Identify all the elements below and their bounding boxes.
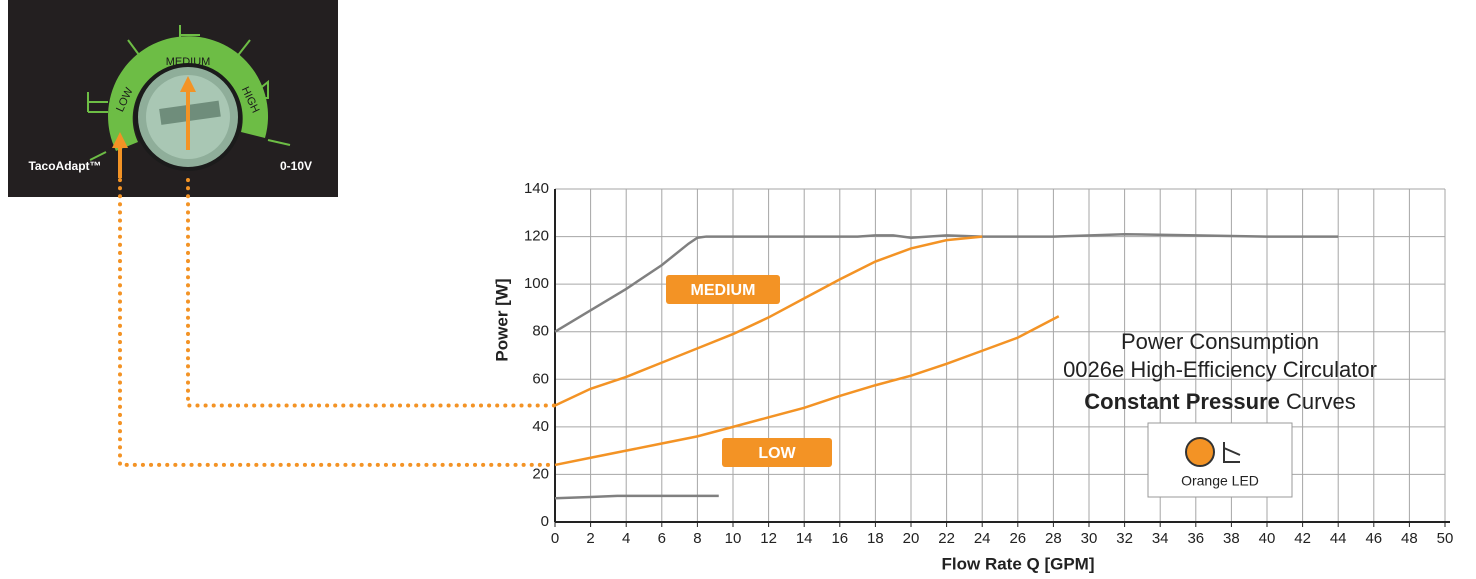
y-tick-label: 120 <box>524 228 549 245</box>
x-axis-label: Flow Rate Q [GPM] <box>942 554 1095 573</box>
x-tick-label: 30 <box>1081 530 1098 547</box>
x-tick-label: 34 <box>1152 530 1169 547</box>
chart-title: Power Consumption <box>1121 329 1319 354</box>
grid <box>554 188 1446 523</box>
dial-panel: LOW MEDIUM HIGH TacoAdapt™ 0-10V <box>8 0 338 197</box>
y-tick-label: 100 <box>524 275 549 292</box>
y-tick-label: 20 <box>532 465 549 482</box>
led-legend: Orange LED <box>1147 422 1293 498</box>
series-line <box>554 235 983 407</box>
led-dot <box>1185 437 1215 467</box>
x-tick-label: 46 <box>1365 530 1382 547</box>
x-tick-label: 26 <box>1009 530 1026 547</box>
x-tick-label: 0 <box>551 530 559 547</box>
x-tick-label: 20 <box>903 530 920 547</box>
series-badge-label: MEDIUM <box>691 282 756 299</box>
chart-subtitle: 0026e High-Efficiency Circulator <box>1063 357 1377 382</box>
x-tick-label: 22 <box>938 530 955 547</box>
dial-analog: 0-10V <box>280 159 312 173</box>
dial-arrows <box>112 76 196 178</box>
x-tick-label: 12 <box>760 530 777 547</box>
dial-connector <box>186 178 557 408</box>
dial-connector <box>118 178 557 467</box>
y-tick-label: 0 <box>541 513 549 530</box>
series-badge <box>666 275 780 304</box>
y-tick-label: 40 <box>532 418 549 435</box>
y-axis-label: Power [W] <box>492 278 511 361</box>
y-tick-label: 140 <box>524 180 549 197</box>
x-tick-label: 50 <box>1437 530 1454 547</box>
x-tick-label: 28 <box>1045 530 1062 547</box>
x-tick-label: 6 <box>658 530 666 547</box>
x-tick-label: 18 <box>867 530 884 547</box>
led-box <box>1147 422 1293 498</box>
curve-type: Constant Pressure <box>1084 389 1280 414</box>
dial-brand: TacoAdapt™ <box>28 159 101 173</box>
dial-ring <box>108 36 269 151</box>
x-tick-label: 24 <box>974 530 991 547</box>
led-label: Orange LED <box>1181 473 1259 489</box>
x-tick-label: 16 <box>831 530 848 547</box>
x-tick-label: 42 <box>1294 530 1311 547</box>
x-tick-label: 2 <box>586 530 594 547</box>
series-badge-label: LOW <box>758 445 796 462</box>
x-tick-label: 4 <box>622 530 630 547</box>
series-line <box>554 315 1060 467</box>
x-tick-label: 48 <box>1401 530 1418 547</box>
x-tick-label: 32 <box>1116 530 1133 547</box>
series-line <box>554 494 719 500</box>
x-tick-label: 36 <box>1187 530 1204 547</box>
series-badge <box>722 438 832 467</box>
x-tick-label: 8 <box>693 530 701 547</box>
x-tick-label: 14 <box>796 530 813 547</box>
dial-label: MEDIUM <box>166 56 211 68</box>
x-tick-label: 40 <box>1259 530 1276 547</box>
series-line <box>554 232 1339 333</box>
y-tick-label: 60 <box>532 370 549 387</box>
x-tick-label: 44 <box>1330 530 1347 547</box>
led-icon <box>1223 442 1241 463</box>
x-tick-label: 10 <box>725 530 742 547</box>
curve-type-line: Constant Pressure Curves <box>1084 389 1355 414</box>
x-tick-label: 38 <box>1223 530 1240 547</box>
dial-markers <box>87 25 291 161</box>
y-tick-label: 80 <box>532 323 549 340</box>
curve-suffix: Curves <box>1286 389 1356 414</box>
